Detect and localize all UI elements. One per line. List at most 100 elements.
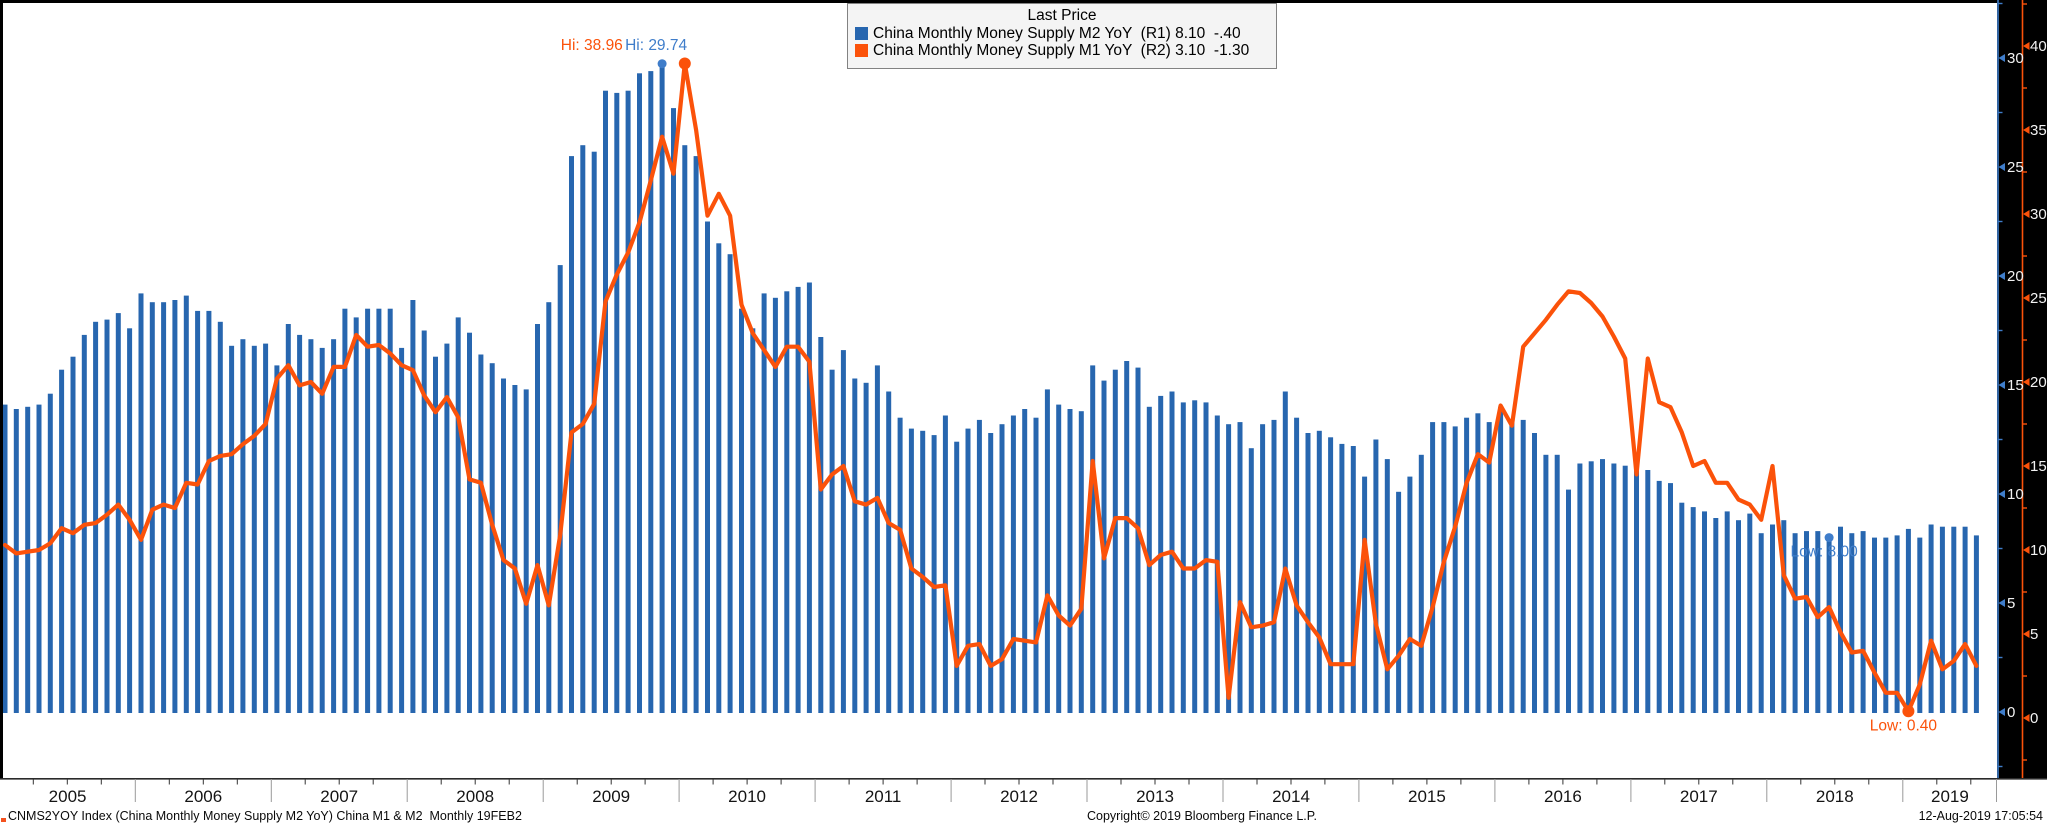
m2-bar: [1226, 424, 1232, 713]
year-label: 2005: [49, 787, 87, 806]
m2-bar: [999, 424, 1005, 713]
m2-bar: [874, 365, 880, 713]
m2-bar: [1951, 526, 1957, 713]
m2-bar: [1973, 535, 1979, 713]
r1-tick-label: 20: [2007, 268, 2024, 285]
m2-bar: [829, 369, 835, 713]
r1-tick-label: 5: [2007, 595, 2015, 612]
m2-bar: [863, 382, 869, 713]
m2-bar: [523, 389, 529, 713]
r2-tick: [2023, 294, 2030, 302]
m2-bar: [297, 334, 303, 713]
m2-bar: [591, 151, 597, 713]
m2-bar: [1260, 424, 1266, 713]
m2-bar: [739, 308, 744, 713]
m2-bar: [1905, 528, 1911, 713]
m2-bar: [1022, 409, 1028, 713]
m1-low-label: Low: 0.40: [1870, 717, 1938, 734]
m2-bar: [1112, 369, 1118, 713]
m2-bar: [13, 409, 19, 713]
m2-bar: [1860, 531, 1866, 713]
chart-plot-area[interactable]: Hi: 29.74 Hi: 38.96 Low: 8.00 Low: 0.40: [0, 0, 1997, 779]
r1-tick-label: 0: [2007, 704, 2015, 721]
r2-tick-label: 35: [2030, 122, 2047, 139]
m2-bar: [455, 317, 461, 713]
right-axis-panel: 0 5 10 15 20 25 30 0 5 10 15 20 25 30 35 40: [1997, 0, 2047, 779]
m2-bar: [705, 221, 710, 713]
m1-line: [2, 61, 1979, 714]
m2-bar: [2, 404, 8, 713]
m2-bar: [1894, 535, 1900, 713]
m2-bar: [784, 291, 790, 713]
m2-bar: [1724, 511, 1730, 713]
m2-bar: [682, 145, 688, 713]
year-label: 2016: [1544, 787, 1582, 806]
m2-bar: [954, 441, 960, 713]
m2-bar: [557, 265, 563, 713]
m2-bar: [693, 156, 699, 714]
m2-bar: [1758, 533, 1764, 713]
year-label: 2018: [1816, 787, 1854, 806]
m2-bar: [1305, 433, 1311, 713]
m2-bar: [1248, 448, 1254, 713]
m2-bar: [1396, 491, 1402, 713]
legend: Last Price China Monthly Money Supply M2…: [847, 3, 1277, 69]
m2-bar: [603, 90, 608, 713]
m1-series-swatch-icon: [855, 44, 868, 57]
m2-bar: [671, 108, 676, 714]
m2-bar: [1577, 463, 1583, 713]
r2-tick: [2023, 546, 2030, 554]
m2-bar: [965, 428, 971, 713]
m2-bar: [806, 282, 812, 713]
m2-bar: [1690, 507, 1696, 713]
m2-series-label: China Monthly Money Supply M2 YoY (R1) 8…: [873, 25, 1241, 42]
m2-bar: [535, 324, 540, 713]
r2-tick-label: 25: [2030, 290, 2047, 307]
m2-bar: [1939, 526, 1945, 713]
m2-bar: [1838, 526, 1843, 713]
m2-bar: [1350, 446, 1356, 713]
m2-bar: [274, 365, 280, 713]
m2-bar: [1917, 537, 1923, 713]
m2-bar: [1464, 417, 1470, 713]
m2-bar: [1588, 461, 1594, 713]
year-label: 2015: [1408, 787, 1446, 806]
legend-item-m1[interactable]: China Monthly Money Supply M1 YoY (R2) 3…: [848, 42, 1276, 59]
r2-tick-label: 30: [2030, 206, 2047, 223]
m2-bar: [161, 302, 167, 713]
r2-tick-label: 10: [2030, 542, 2047, 559]
m2-bar: [240, 339, 246, 713]
m2-bar: [1498, 406, 1504, 713]
m2-bar: [1611, 463, 1617, 713]
r2-tick: [2023, 630, 2030, 638]
footer-bar: CNMS2YOY Index (China Monthly Money Supp…: [0, 806, 2047, 826]
m2-bar: [1883, 537, 1889, 713]
m2-bar: [1067, 409, 1073, 713]
r2-tick: [2023, 210, 2030, 218]
m2-bar: [1237, 422, 1243, 713]
m2-bar: [195, 310, 201, 713]
m2-bar: [1282, 391, 1288, 713]
window-left-border: [0, 0, 3, 779]
m2-bar: [750, 328, 756, 713]
footer-timestamp: 12-Aug-2019 17:05:54: [1918, 809, 2043, 823]
m2-bar: [1418, 454, 1424, 713]
m2-bar: [1679, 502, 1685, 713]
year-label: 2014: [1272, 787, 1310, 806]
legend-item-m2[interactable]: China Monthly Money Supply M2 YoY (R1) 8…: [848, 25, 1276, 42]
m2-bar: [659, 63, 665, 713]
r1-tick-label: 15: [2007, 377, 2024, 394]
m2-bar: [1294, 417, 1300, 713]
r2-tick-label: 15: [2030, 458, 2047, 475]
r2-tick-label: 20: [2030, 374, 2047, 391]
m2-bar: [1747, 513, 1753, 713]
m2-bar: [308, 339, 314, 713]
m2-bar: [1600, 459, 1605, 713]
m2-bar: [1452, 426, 1458, 713]
m2-bar: [489, 363, 495, 713]
m2-bar: [25, 406, 31, 713]
m2-bar: [1713, 518, 1719, 713]
m2-bar: [1362, 476, 1368, 713]
m2-bar: [433, 356, 438, 713]
footer-copyright: Copyright© 2019 Bloomberg Finance L.P.: [1087, 809, 1317, 823]
